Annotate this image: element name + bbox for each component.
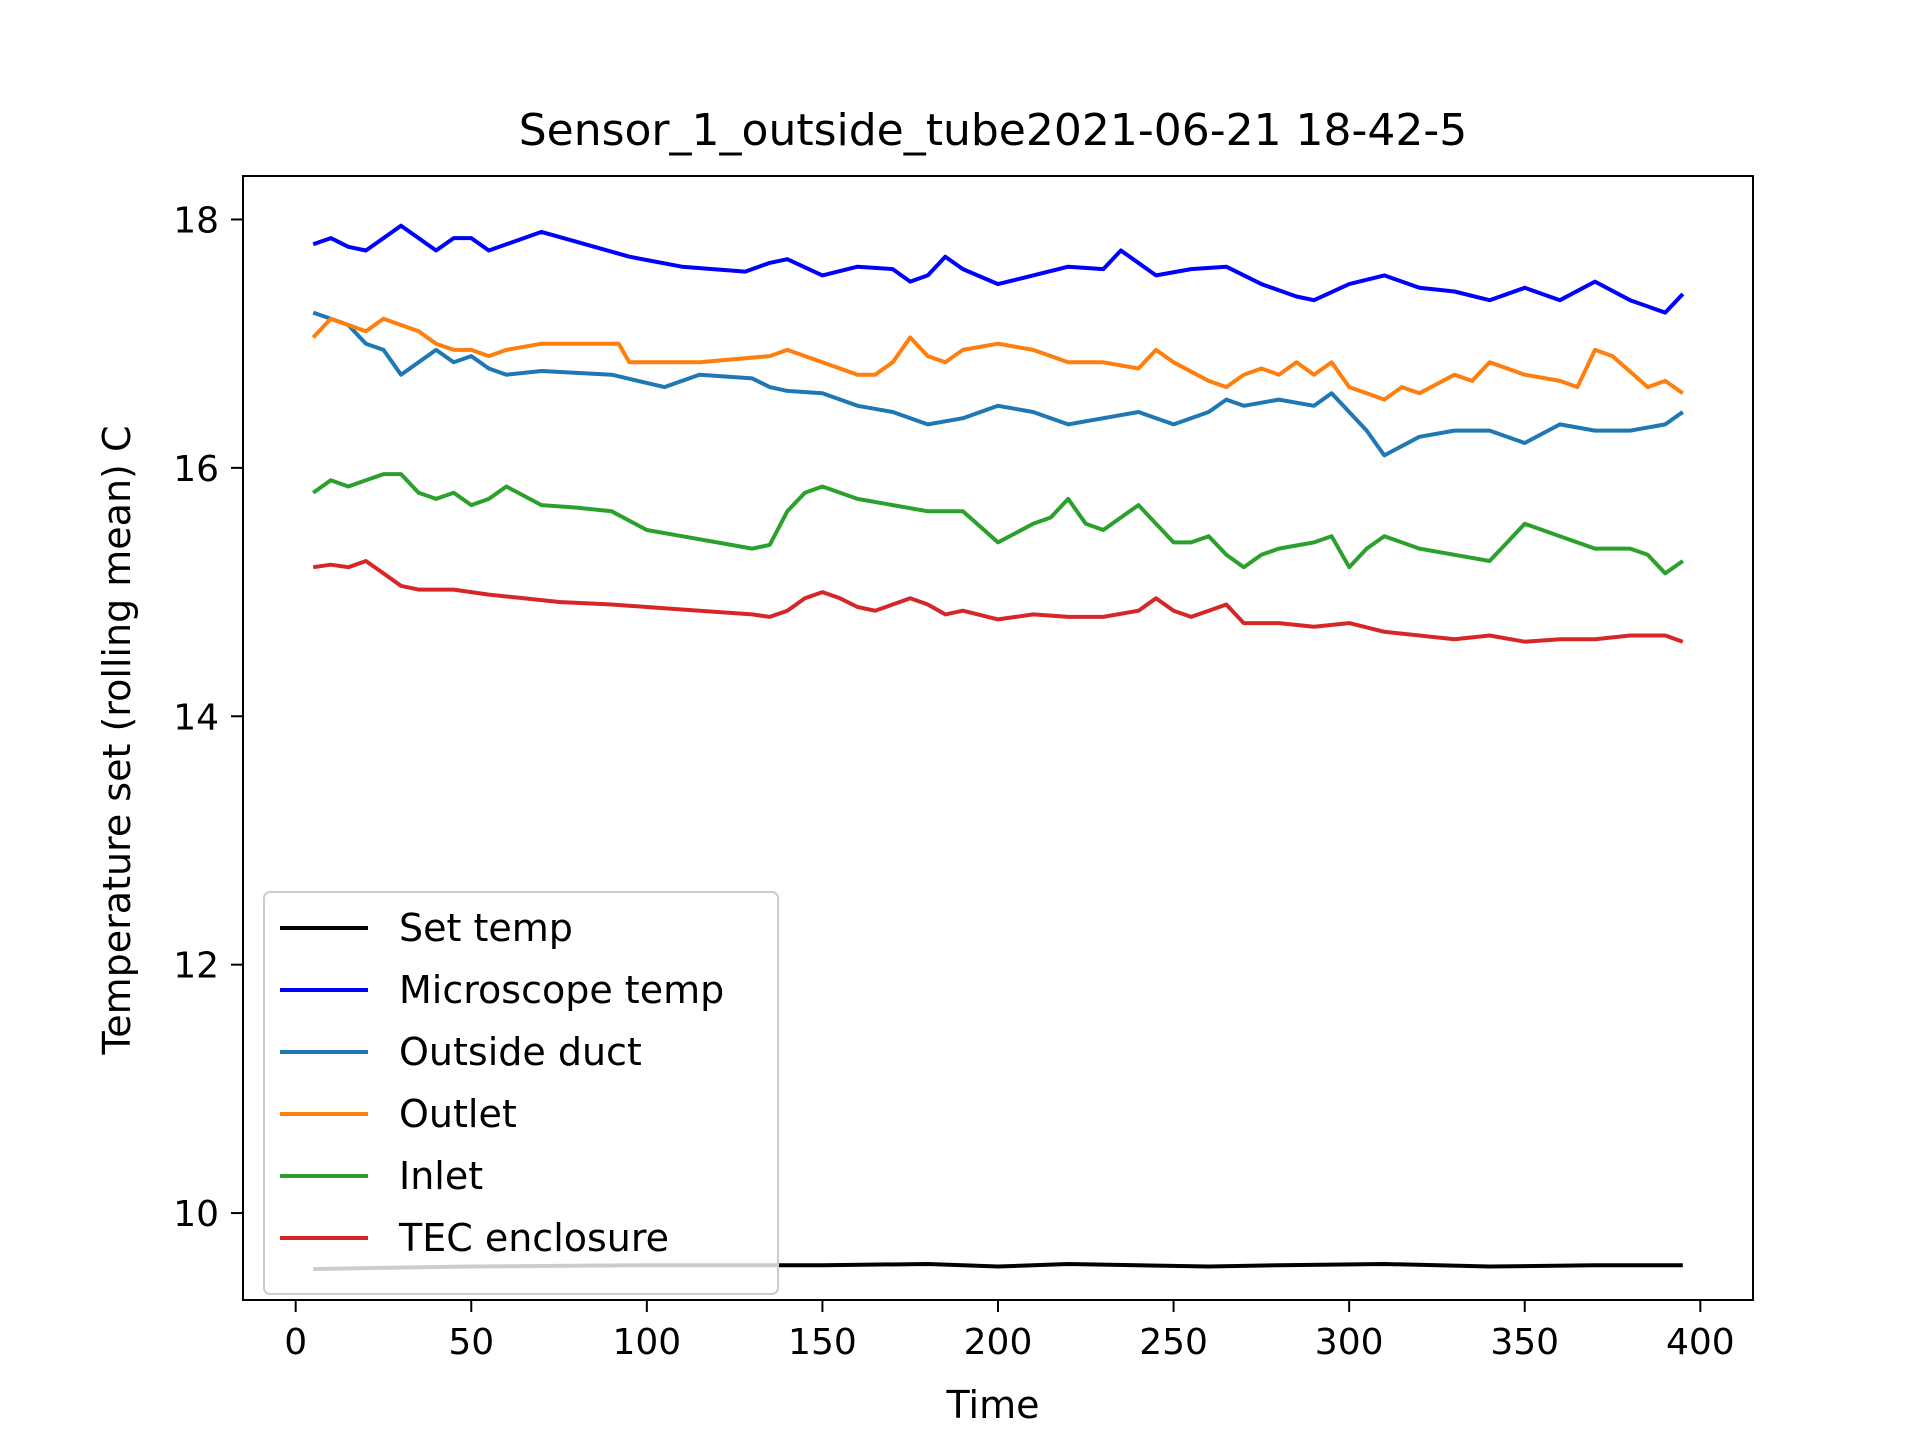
x-tick-label-5: 250 (1139, 1322, 1208, 1363)
y-tick-label-3: 16 (173, 449, 219, 490)
series-line-5 (312, 559, 1684, 644)
y-tick-label-2: 14 (173, 697, 219, 738)
series-line-4 (312, 472, 1684, 576)
y-tick-label-1: 12 (173, 946, 219, 987)
x-tick-label-1: 50 (448, 1322, 494, 1363)
x-axis: 0 50 100 150 200 250 300 350 400 (284, 1300, 1735, 1363)
y-axis: 10 12 14 16 18 (173, 200, 243, 1235)
legend-label-2: Outside duct (399, 1030, 642, 1074)
legend-label-0: Set temp (399, 906, 573, 950)
x-axis-label: Time (946, 1383, 1040, 1427)
series-line-1 (312, 223, 1685, 315)
series-line-2 (312, 310, 1684, 458)
x-tick-label-4: 200 (964, 1322, 1033, 1363)
x-tick-label-2: 100 (612, 1322, 681, 1363)
chart-title: Sensor_1_outside_tube2021-06-21 18-42-5 (519, 105, 1468, 156)
legend-label-3: Outlet (399, 1092, 517, 1136)
x-tick-label-3: 150 (788, 1322, 857, 1363)
x-tick-label-0: 0 (284, 1322, 307, 1363)
x-tick-label-7: 350 (1490, 1322, 1559, 1363)
legend-label-5: TEC enclosure (398, 1216, 669, 1260)
legend-box (263, 891, 779, 1295)
y-tick-label-0: 10 (173, 1194, 219, 1235)
legend-label-1: Microscope temp (399, 968, 724, 1012)
series-line-3 (311, 316, 1684, 402)
y-axis-label: Temperature set (rolling mean) C (95, 426, 139, 1056)
x-tick-label-6: 300 (1315, 1322, 1384, 1363)
y-tick-label-4: 18 (173, 200, 219, 241)
legend-label-4: Inlet (399, 1154, 483, 1198)
legend: Set temp Microscope temp Outside duct Outle… (263, 891, 779, 1295)
x-tick-label-8: 400 (1666, 1322, 1735, 1363)
